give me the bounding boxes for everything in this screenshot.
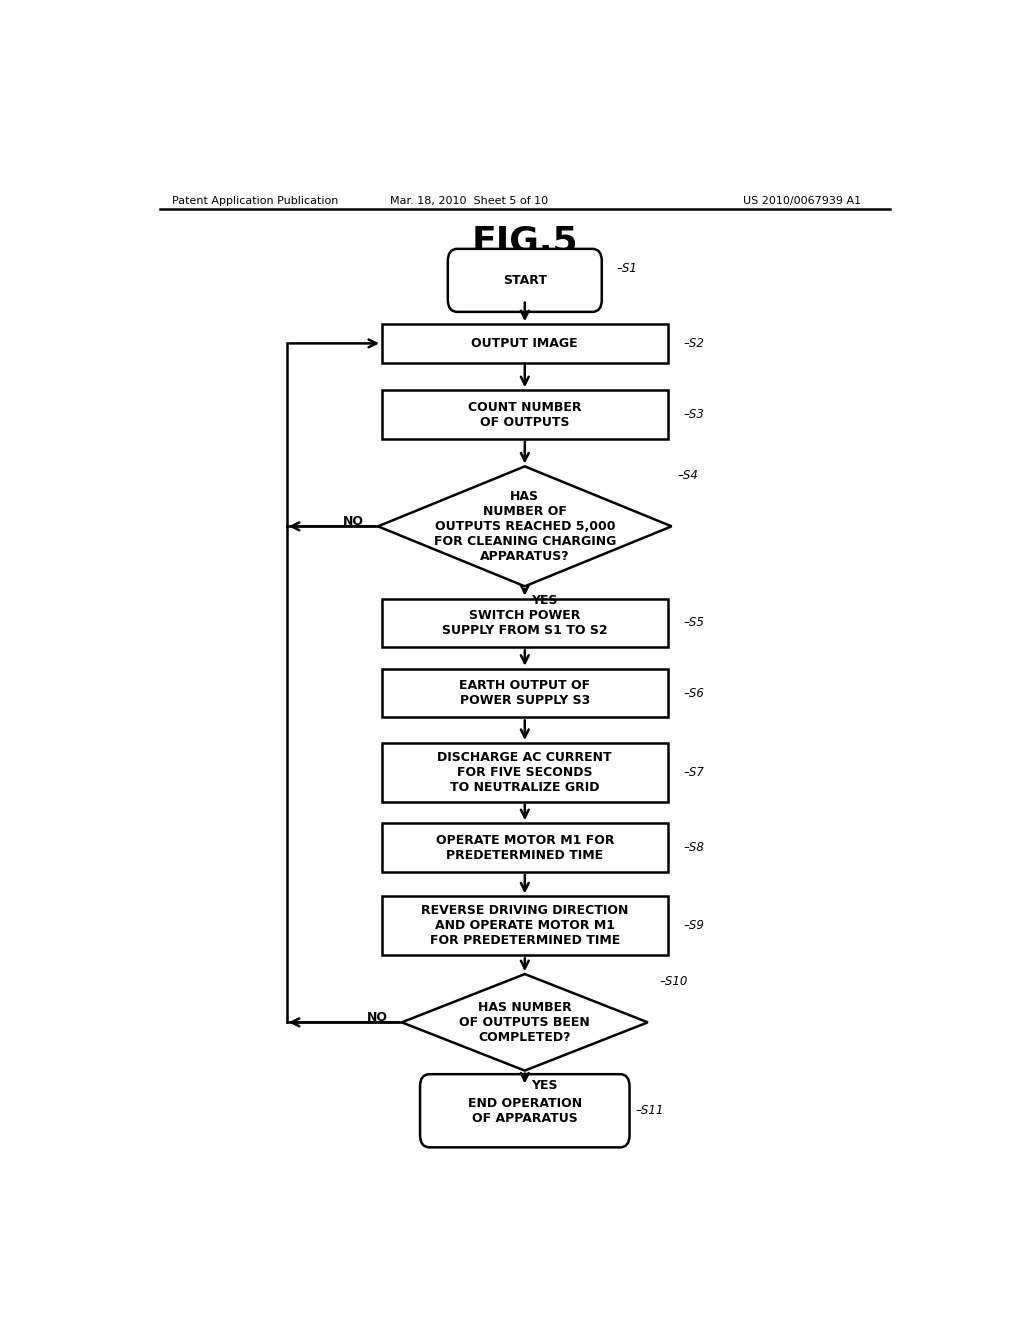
Bar (382, 669, 668, 718)
Text: Mar. 18, 2010  Sheet 5 of 10: Mar. 18, 2010 Sheet 5 of 10 (390, 197, 548, 206)
Text: US 2010/0067939 A1: US 2010/0067939 A1 (743, 197, 861, 206)
Text: YES: YES (531, 1078, 558, 1092)
Text: –S9: –S9 (684, 919, 705, 932)
Polygon shape (378, 466, 672, 586)
Bar (382, 824, 668, 873)
Text: –S1: –S1 (616, 261, 637, 275)
Text: FIG.5: FIG.5 (471, 224, 579, 259)
Text: HAS NUMBER
OF OUTPUTS BEEN
COMPLETED?: HAS NUMBER OF OUTPUTS BEEN COMPLETED? (460, 1001, 590, 1044)
Text: –S10: –S10 (659, 975, 688, 989)
Bar (382, 598, 668, 647)
Text: –S7: –S7 (684, 766, 705, 779)
Text: –S3: –S3 (684, 408, 705, 421)
Text: OUTPUT IMAGE: OUTPUT IMAGE (471, 337, 579, 350)
Text: START: START (503, 273, 547, 286)
Text: NO: NO (343, 515, 364, 528)
Text: –S2: –S2 (684, 337, 705, 350)
Bar (382, 391, 668, 440)
Polygon shape (401, 974, 648, 1071)
Bar (382, 896, 668, 956)
FancyBboxPatch shape (420, 1074, 630, 1147)
Text: DISCHARGE AC CURRENT
FOR FIVE SECONDS
TO NEUTRALIZE GRID: DISCHARGE AC CURRENT FOR FIVE SECONDS TO… (437, 751, 612, 793)
Text: YES: YES (531, 594, 558, 607)
Text: HAS
NUMBER OF
OUTPUTS REACHED 5,000
FOR CLEANING CHARGING
APPARATUS?: HAS NUMBER OF OUTPUTS REACHED 5,000 FOR … (433, 490, 616, 562)
Text: –S4: –S4 (678, 469, 698, 482)
Text: EARTH OUTPUT OF
POWER SUPPLY S3: EARTH OUTPUT OF POWER SUPPLY S3 (459, 678, 591, 708)
Text: NO: NO (367, 1011, 387, 1024)
Bar (382, 325, 668, 363)
Text: –S6: –S6 (684, 686, 705, 700)
Text: REVERSE DRIVING DIRECTION
AND OPERATE MOTOR M1
FOR PREDETERMINED TIME: REVERSE DRIVING DIRECTION AND OPERATE MO… (421, 904, 629, 948)
Text: OPERATE MOTOR M1 FOR
PREDETERMINED TIME: OPERATE MOTOR M1 FOR PREDETERMINED TIME (435, 833, 614, 862)
Text: –S11: –S11 (636, 1105, 665, 1117)
Bar (382, 743, 668, 801)
FancyBboxPatch shape (447, 249, 602, 312)
Text: END OPERATION
OF APPARATUS: END OPERATION OF APPARATUS (468, 1097, 582, 1125)
Text: –S8: –S8 (684, 841, 705, 854)
Text: SWITCH POWER
SUPPLY FROM S1 TO S2: SWITCH POWER SUPPLY FROM S1 TO S2 (442, 609, 607, 636)
Text: Patent Application Publication: Patent Application Publication (172, 197, 338, 206)
Text: –S5: –S5 (684, 616, 705, 630)
Text: COUNT NUMBER
OF OUTPUTS: COUNT NUMBER OF OUTPUTS (468, 400, 582, 429)
